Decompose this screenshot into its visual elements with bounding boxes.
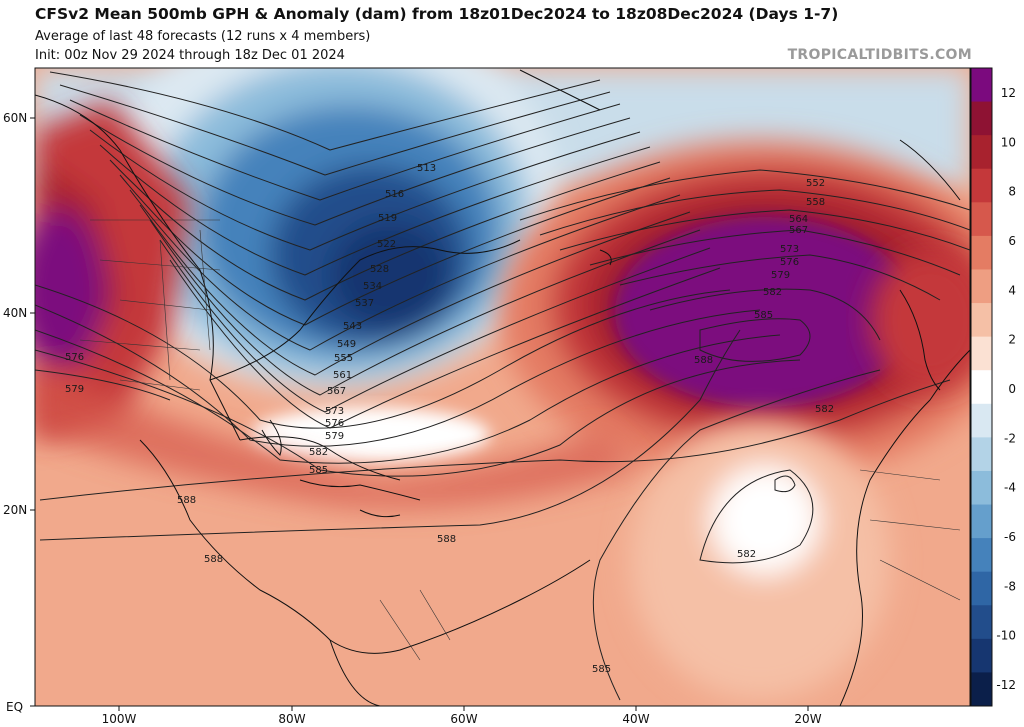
colorbar-tick-label: 12 (1001, 86, 1016, 100)
colorbar-swatch (971, 235, 992, 270)
contour-label: 537 (355, 298, 374, 309)
colorbar-tick-label: 6 (1008, 234, 1016, 248)
contour-label: 564 (789, 214, 808, 225)
colorbar-swatch (971, 571, 992, 606)
colorbar-tick-label: -12 (996, 678, 1016, 692)
chart-title: CFSv2 Mean 500mb GPH & Anomaly (dam) fro… (35, 5, 839, 23)
contour-label: 576 (780, 257, 799, 268)
colorbar: 12 10 8 6 4 2 0 -2 -4 -6 -8 -10 -12 (970, 67, 1016, 707)
colorbar-swatch (971, 370, 992, 405)
contour-label: 579 (65, 384, 84, 395)
contour-label: 561 (333, 370, 352, 381)
lon-label: 60W (450, 712, 477, 726)
contour-label: 585 (754, 310, 773, 321)
colorbar-tick-label: -6 (1004, 530, 1016, 544)
contour-label: 576 (65, 352, 84, 363)
contour-label: 522 (377, 239, 396, 250)
lon-label: 80W (278, 712, 305, 726)
colorbar-tick-label: 4 (1008, 283, 1016, 297)
source-watermark: TROPICALTIDBITS.COM (787, 47, 972, 63)
contour-label: 582 (815, 404, 834, 415)
lon-label: 40W (622, 712, 649, 726)
contour-label: 582 (309, 447, 328, 458)
coastlines (35, 69, 970, 706)
colorbar-swatch (971, 470, 992, 506)
contour-label: 585 (592, 664, 611, 675)
colorbar-tick-label: -10 (996, 629, 1016, 643)
latitude-axis: 60N 40N 20N EQ (3, 111, 35, 714)
colorbar-tick-label: 10 (1001, 135, 1016, 149)
contour-label: 567 (327, 386, 346, 397)
contour-label: 582 (763, 287, 782, 298)
borders (79, 219, 961, 661)
contour-label: 534 (363, 281, 382, 292)
contour-label: 579 (771, 270, 790, 281)
colorbar-tick-label: 0 (1008, 382, 1016, 396)
contour-label: 519 (378, 213, 397, 224)
chart-subtitle-init: Init: 00z Nov 29 2024 through 18z Dec 01… (35, 48, 345, 63)
colorbar-swatch (971, 202, 992, 237)
contour-label: 588 (437, 534, 456, 545)
longitude-axis: 100W 80W 60W 40W 20W (102, 706, 822, 726)
colorbar-swatch (971, 638, 992, 673)
anomaly-field (35, 68, 970, 706)
contour-label: 588 (177, 495, 196, 506)
lat-label: 60N (3, 111, 27, 125)
lon-label: 100W (102, 712, 137, 726)
colorbar-swatch (971, 403, 992, 438)
colorbar-tick-label: 8 (1008, 185, 1016, 199)
colorbar-swatch (971, 538, 992, 573)
contour-labels: 576 579 588 588 588 588 552 558 564 567 … (65, 163, 834, 675)
contour-label: 585 (309, 465, 328, 476)
contour-label: 588 (204, 554, 223, 565)
colorbar-swatch (971, 336, 992, 371)
contour-label: 588 (694, 355, 713, 366)
colorbar-swatch (971, 605, 992, 640)
map-frame (34, 67, 971, 707)
contour-label: 579 (325, 431, 344, 442)
colorbar-swatch (971, 101, 992, 136)
colorbar-swatch (971, 504, 992, 539)
height-contours (35, 71, 970, 701)
contour-label: 573 (325, 406, 344, 417)
colorbar-swatch (971, 269, 992, 304)
lon-label: 20W (794, 712, 821, 726)
contour-label: 573 (780, 244, 799, 255)
colorbar-tick-label: -2 (1004, 431, 1016, 445)
colorbar-swatch (971, 672, 992, 707)
chart-subtitle-ensemble: Average of last 48 forecasts (12 runs x … (35, 29, 371, 44)
contour-label: 555 (334, 353, 353, 364)
lat-label: 40N (3, 306, 27, 320)
contour-label: 582 (737, 549, 756, 560)
colorbar-tick-label: 2 (1008, 333, 1016, 347)
contour-label: 528 (370, 264, 389, 275)
contour-label: 567 (789, 225, 808, 236)
colorbar-swatch (971, 437, 992, 472)
contour-label: 552 (806, 178, 825, 189)
contour-label: 513 (417, 163, 436, 174)
contour-label: 558 (806, 197, 825, 208)
colorbar-swatch (971, 168, 992, 203)
lat-label: EQ (6, 700, 23, 714)
contour-label: 516 (385, 189, 404, 200)
colorbar-tick-label: -4 (1004, 481, 1016, 495)
contour-label: 549 (337, 339, 356, 350)
colorbar-swatch (971, 303, 992, 338)
contour-label: 543 (343, 321, 362, 332)
colorbar-swatch (971, 135, 992, 170)
colorbar-swatch (971, 68, 992, 103)
colorbar-frame (970, 67, 993, 707)
colorbar-tick-label: -8 (1004, 579, 1016, 593)
lat-label: 20N (3, 503, 27, 517)
contour-label: 576 (325, 418, 344, 429)
